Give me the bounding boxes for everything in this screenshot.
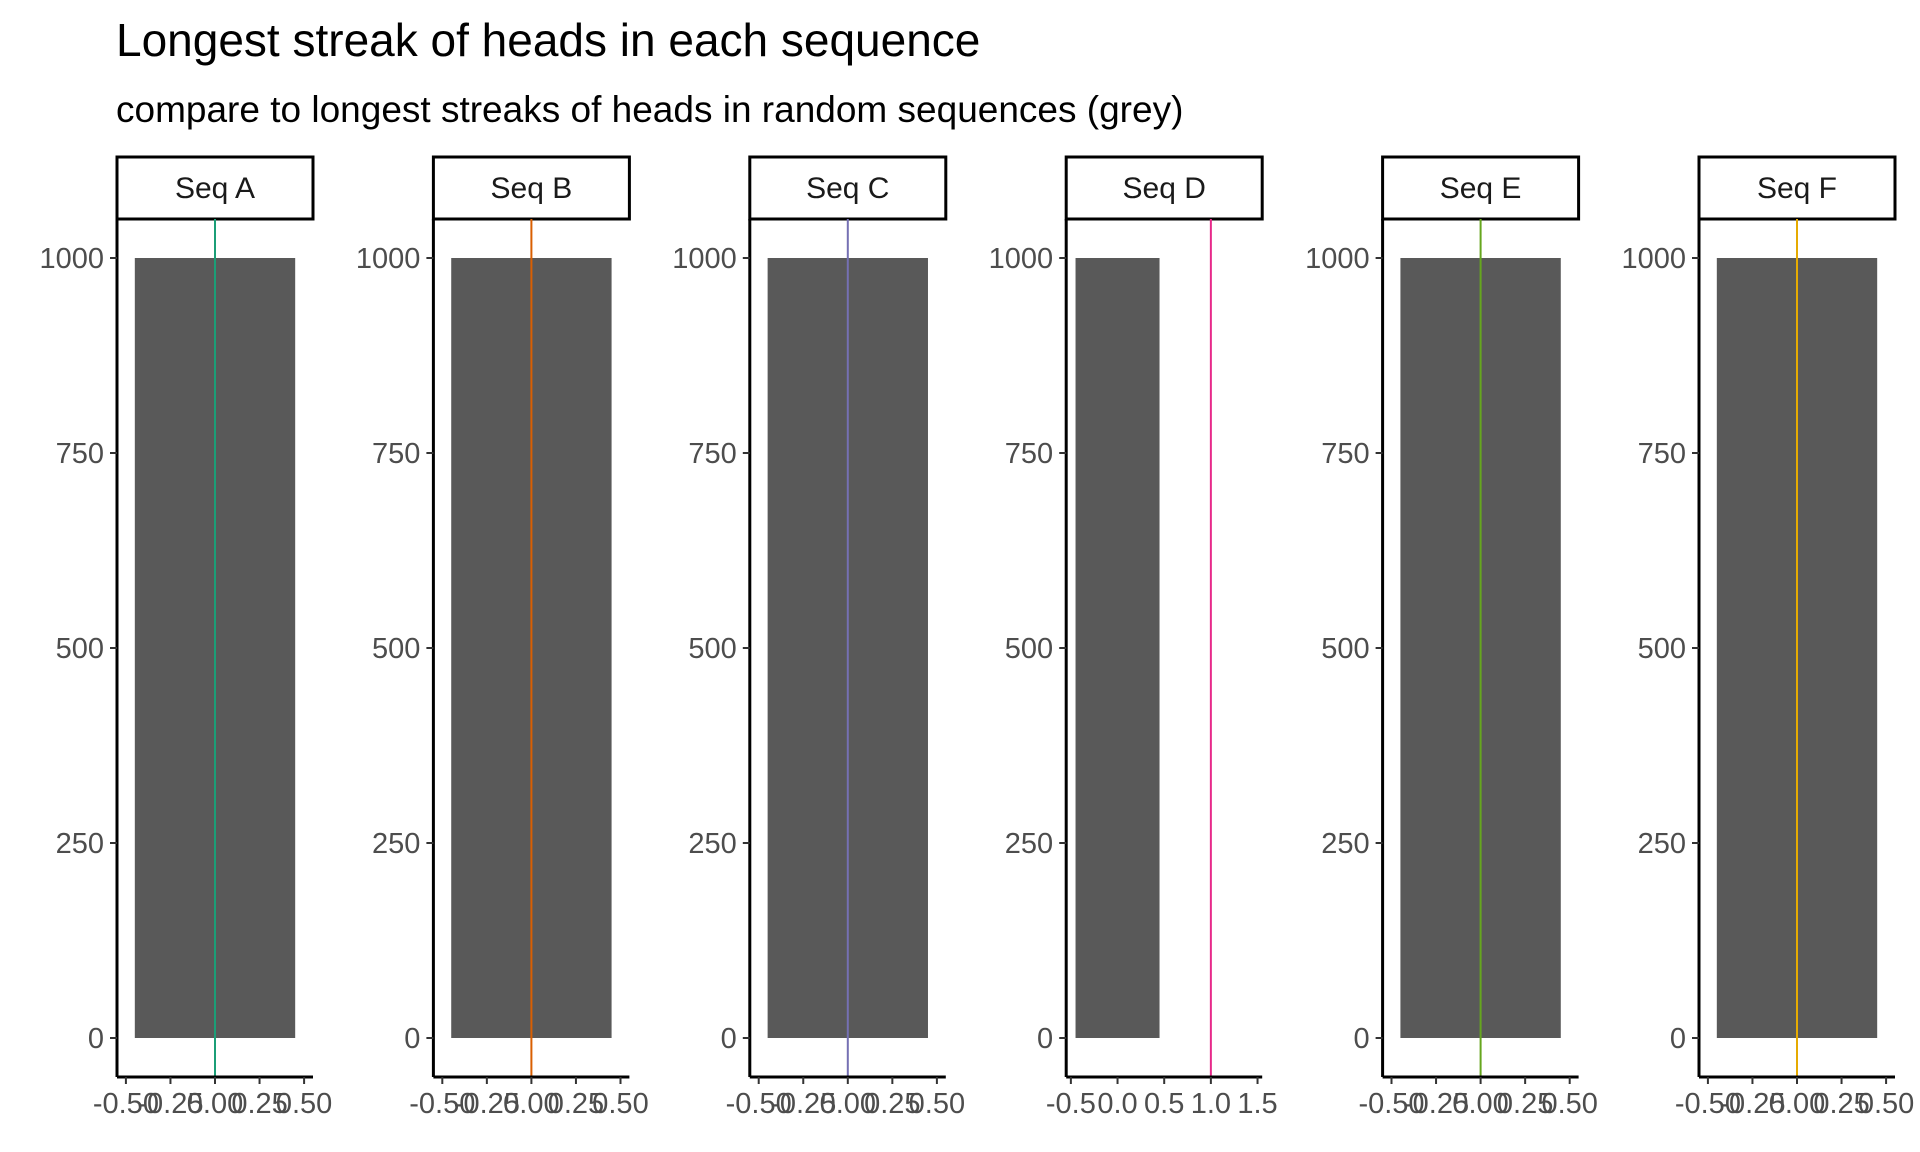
y-tick-label: 1000 (989, 243, 1054, 275)
x-tick-label: 0.25 (548, 1088, 604, 1120)
y-tick-label: 750 (1638, 438, 1686, 470)
strip-label: Seq B (491, 172, 573, 205)
x-tick-label: 0.50 (1858, 1088, 1914, 1120)
y-tick-label: 500 (1638, 633, 1686, 665)
x-tick-label: -0.25 (1403, 1088, 1469, 1120)
y-tick-label: 250 (1638, 828, 1686, 860)
strip-box (1697, 155, 1897, 221)
strip-box (748, 155, 948, 221)
strip-label: Seq C (806, 172, 889, 205)
x-tick-label: 0.5 (1144, 1088, 1184, 1120)
facet-seq-f: Seq F 0 250 500 750 1000 -0.50-0.250.000.250.5… (1621, 155, 1914, 1120)
facet-seq-e: Seq E 0 250 500 750 1000 -0.50-0.250.000.250.5… (1305, 155, 1598, 1120)
y-tick-label: 500 (1321, 633, 1369, 665)
y-tick-label: 250 (1005, 828, 1053, 860)
strip-label: Seq F (1757, 172, 1837, 205)
x-tick-label: -0.50 (409, 1088, 475, 1120)
x-tick-label: -0.50 (1675, 1088, 1741, 1120)
facet-seq-b: Seq B 0 250 500 750 1000 -0.50-0.250.000.250.5… (356, 155, 649, 1120)
y-tick-label: 0 (1670, 1023, 1686, 1055)
x-tick-label: 0.00 (820, 1088, 876, 1120)
strip-label: Seq E (1440, 172, 1522, 205)
y-tick-label: 500 (56, 633, 104, 665)
y-tick-label: 500 (1005, 633, 1053, 665)
y-tick-label: 750 (372, 438, 420, 470)
y-tick-label: 1000 (1621, 243, 1686, 275)
x-tick-label: -0.25 (1719, 1088, 1785, 1120)
y-tick-label: 250 (1321, 828, 1369, 860)
chart-title: Longest streak of heads in each sequence (116, 14, 980, 66)
x-tick-label: 0.00 (1769, 1088, 1825, 1120)
facet-seq-a: Seq A 0 250 500 750 1000 -0.50-0.250.000.250.5… (39, 155, 332, 1120)
y-tick-label: 250 (372, 828, 420, 860)
chart-subtitle: compare to longest streaks of heads in r… (116, 89, 1183, 130)
x-tick-label: -0.50 (726, 1088, 792, 1120)
y-tick-label: 0 (404, 1023, 420, 1055)
y-tick-label: 500 (688, 633, 736, 665)
strip-box (1064, 155, 1264, 221)
x-tick-label: 0.00 (1452, 1088, 1508, 1120)
x-tick-label: 0.50 (1541, 1088, 1597, 1120)
x-tick-label: 0.25 (231, 1088, 287, 1120)
x-tick-label: 1.5 (1237, 1088, 1277, 1120)
y-tick-label: 1000 (1305, 243, 1370, 275)
x-tick-label: 0.50 (909, 1088, 965, 1120)
x-tick-label: 1.0 (1191, 1088, 1231, 1120)
y-tick-label: 750 (688, 438, 736, 470)
x-tick-label: 0.00 (187, 1088, 243, 1120)
x-tick-label: 0.25 (1497, 1088, 1553, 1120)
facet-seq-c: Seq C 0 250 500 750 1000 -0.50-0.250.000.250.5… (672, 155, 965, 1120)
x-tick-label: -0.25 (770, 1088, 836, 1120)
strip-label: Seq D (1123, 172, 1206, 205)
y-tick-label: 750 (1321, 438, 1369, 470)
x-tick-label: 0.50 (592, 1088, 648, 1120)
y-tick-label: 750 (1005, 438, 1053, 470)
y-tick-label: 500 (372, 633, 420, 665)
x-tick-label: -0.5 (1046, 1088, 1096, 1120)
x-tick-label: 0.0 (1097, 1088, 1137, 1120)
strip-label: Seq A (175, 172, 255, 205)
y-tick-label: 0 (1037, 1023, 1053, 1055)
x-tick-label: -0.50 (93, 1088, 159, 1120)
x-tick-label: -0.25 (454, 1088, 520, 1120)
y-tick-label: 0 (721, 1023, 737, 1055)
facet-seq-d: Seq D 0 250 500 750 1000 -0.5 0.0 0.5 1.0 1.5 (989, 155, 1278, 1120)
y-tick-label: 1000 (672, 243, 737, 275)
y-tick-label: 250 (688, 828, 736, 860)
strip-box (115, 155, 315, 221)
y-tick-label: 1000 (39, 243, 104, 275)
y-tick-label: 0 (88, 1023, 104, 1055)
facet-panels: Seq A02505007501000-0.50-0.250.000.250.5… (39, 155, 1914, 1120)
x-tick-label: -0.50 (1358, 1088, 1424, 1120)
histogram-bar (1075, 258, 1160, 1038)
y-tick-label: 1000 (356, 243, 421, 275)
x-tick-label: 0.25 (1813, 1088, 1869, 1120)
x-tick-label: 0.25 (864, 1088, 920, 1120)
y-tick-label: 0 (1353, 1023, 1369, 1055)
y-tick-label: 750 (56, 438, 104, 470)
x-tick-label: -0.25 (137, 1088, 203, 1120)
x-tick-label: 0.00 (503, 1088, 559, 1120)
y-tick-label: 250 (56, 828, 104, 860)
x-tick-label: 0.50 (276, 1088, 332, 1120)
